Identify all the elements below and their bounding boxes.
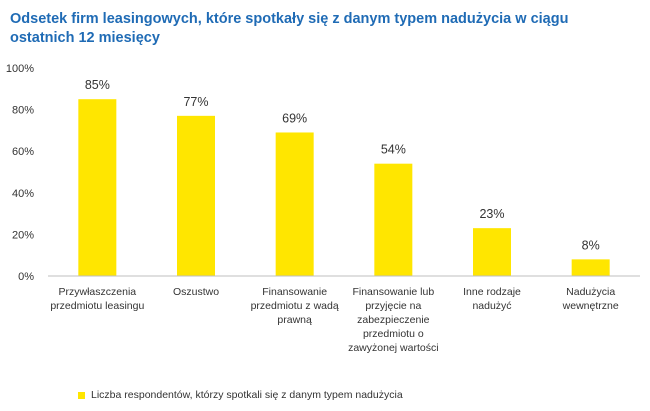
legend-swatch <box>78 391 85 399</box>
data-label: 77% <box>183 95 208 109</box>
x-tick-label: Nadużycia wewnętrzne <box>562 286 619 312</box>
legend: Liczba respondentów, którzy spotkali się… <box>78 389 403 401</box>
data-labels-group: 85% 77% 69% 54% 23% 8% <box>85 78 600 252</box>
bar <box>374 163 413 276</box>
y-tick-label: 20% <box>12 229 34 241</box>
chart-title: Odsetek firm leasingowych, które spotkał… <box>10 11 569 46</box>
y-tick-label: 0% <box>18 271 34 283</box>
data-label: 69% <box>282 111 307 125</box>
legend-label: Liczba respondentów, którzy spotkali się… <box>91 389 403 401</box>
x-tick-label: Oszustwo <box>172 286 220 298</box>
data-label: 23% <box>479 207 504 221</box>
x-tick-label: Finansowanie przedmiotu z wadą prawną <box>250 286 339 326</box>
data-label: 8% <box>582 238 600 252</box>
bar <box>177 115 215 276</box>
data-label: 54% <box>381 143 406 157</box>
y-axis: 0% 20% 40% 60% 80% 100% <box>6 63 34 283</box>
data-label: 85% <box>85 78 110 92</box>
bar <box>78 99 117 276</box>
bar <box>275 132 314 276</box>
y-tick-label: 80% <box>12 105 34 117</box>
y-tick-label: 60% <box>12 146 34 158</box>
bar <box>571 259 610 276</box>
x-tick-label: Przywłaszczenia przedmiotu leasingu <box>50 286 145 312</box>
y-tick-label: 100% <box>6 63 34 75</box>
y-tick-label: 40% <box>12 188 34 200</box>
bars-group <box>78 99 610 276</box>
x-tick-label: Finansowanie lub przyjęcie na zabezpiecz… <box>348 286 439 354</box>
bar <box>473 228 511 276</box>
x-tick-label: Inne rodzaje nadużyć <box>463 286 521 312</box>
